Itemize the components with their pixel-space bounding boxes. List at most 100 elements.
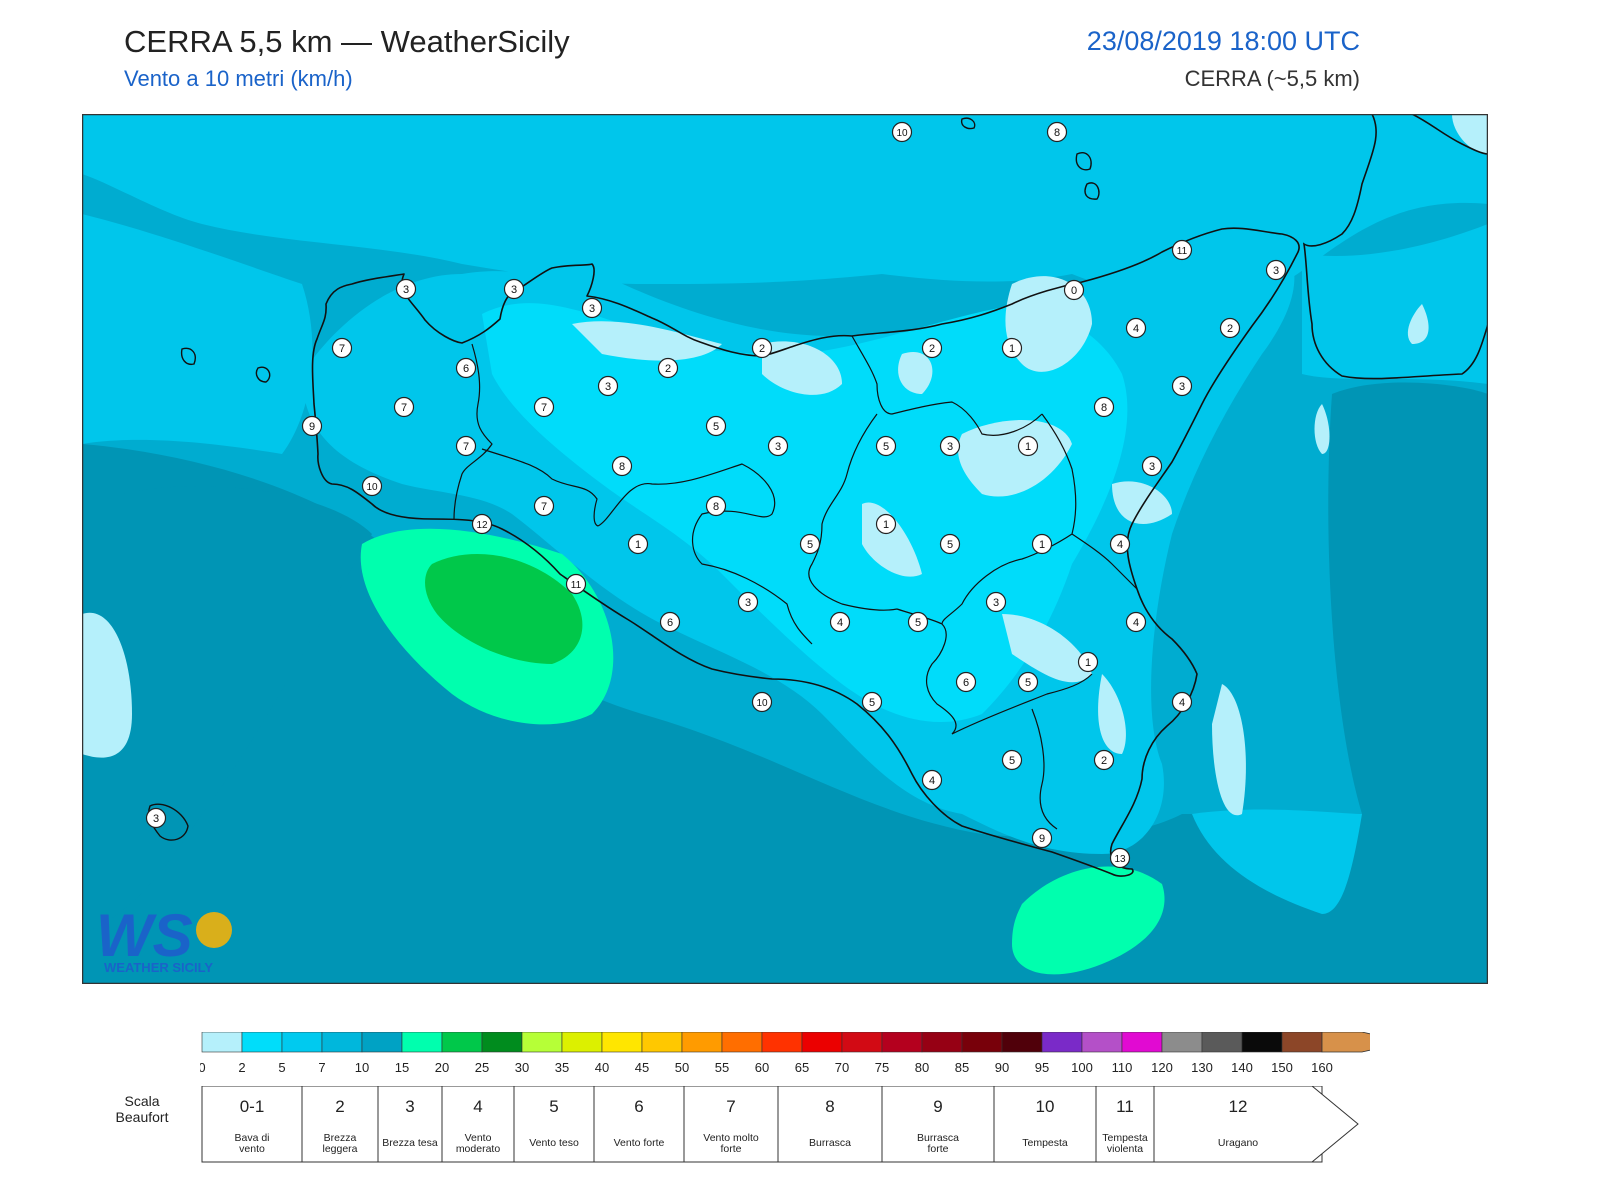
station-marker: 1 [1001, 337, 1023, 359]
station-value: 5 [1025, 677, 1031, 689]
beaufort-axis-label-1: Scala [124, 1093, 159, 1109]
colorbar-tick-label: 90 [995, 1060, 1009, 1075]
colorbar-tick-label: 10 [355, 1060, 369, 1075]
station-marker: 12 [471, 513, 493, 535]
beaufort-number: 3 [405, 1097, 414, 1116]
colorbar-cell [1001, 1032, 1043, 1053]
station-value: 1 [1039, 539, 1045, 551]
beaufort-description: Burrasca [809, 1137, 851, 1149]
station-value: 3 [153, 813, 159, 825]
station-value: 8 [713, 501, 719, 513]
colorbar-cell [961, 1032, 1003, 1053]
station-marker: 5 [1017, 671, 1039, 693]
station-marker: 0 [1063, 279, 1085, 301]
station-value: 2 [1227, 323, 1233, 335]
beaufort-description: Vento [465, 1132, 492, 1144]
station-value: 0 [1071, 285, 1077, 297]
station-marker: 5 [861, 691, 883, 713]
station-marker: 3 [1265, 259, 1287, 281]
island-egadi [180, 347, 271, 383]
colorbar-cell [681, 1032, 723, 1053]
colorbar-tick-label: 140 [1231, 1060, 1253, 1075]
station-marker: 5 [875, 435, 897, 457]
map-title: CERRA 5,5 km — WeatherSicily [124, 24, 570, 59]
land-light-field [482, 303, 1128, 723]
station-value: 1 [1025, 441, 1031, 453]
station-value: 5 [807, 539, 813, 551]
station-marker: 7 [533, 396, 555, 418]
beaufort-description: forte [927, 1143, 948, 1155]
station-marker: 1 [1077, 651, 1099, 673]
beaufort-description: Brezza [324, 1132, 357, 1144]
calabria-coastline [1302, 114, 1488, 380]
station-value: 5 [1009, 755, 1015, 767]
station-marker: 7 [393, 396, 415, 418]
colorbar-tick-label: 70 [835, 1060, 849, 1075]
colorbar-tick-label: 120 [1151, 1060, 1173, 1075]
station-value: 3 [403, 284, 409, 296]
colorbar-cell [201, 1032, 243, 1053]
beaufort-number: 4 [473, 1097, 482, 1116]
station-marker: 6 [955, 671, 977, 693]
colorbar-tick-label: 150 [1271, 1060, 1293, 1075]
station-marker: 11 [1171, 239, 1193, 261]
beaufort-number: 5 [549, 1097, 558, 1116]
station-marker: 10 [751, 691, 773, 713]
colorbar-cell [401, 1032, 443, 1053]
beaufort-level: 3 Brezza tesa [377, 1086, 443, 1163]
station-marker: 4 [1171, 691, 1193, 713]
colorbar-cell [1321, 1032, 1370, 1053]
station-value: 3 [511, 284, 517, 296]
station-value: 5 [869, 697, 875, 709]
colorbar-tick-label: 45 [635, 1060, 649, 1075]
colorbar-tick-label: 15 [395, 1060, 409, 1075]
weathersicily-logo: WS WEATHER SICILY [96, 902, 246, 981]
sea-light-east [1302, 224, 1488, 384]
station-value: 2 [665, 363, 671, 375]
beaufort-description: Tempesta [1102, 1132, 1148, 1144]
station-marker: 8 [1046, 121, 1068, 143]
colorbar-cell [761, 1032, 803, 1053]
station-value: 3 [605, 381, 611, 393]
colorbar-cell [281, 1032, 323, 1053]
station-marker: 8 [1093, 396, 1115, 418]
sea-band-south [82, 444, 1488, 984]
station-marker: 4 [1125, 611, 1147, 633]
station-value: 7 [541, 501, 547, 513]
wind-colorbar: 0 2 5 7 10 15 20 25 30 35 40 45 50 55 60 65 70 75 80 85 90 95… [200, 1032, 1370, 1075]
beaufort-description: leggera [322, 1143, 357, 1155]
colorbar-tick-label: 130 [1191, 1060, 1213, 1075]
station-value: 4 [1117, 539, 1123, 551]
colorbar-cell [601, 1032, 643, 1053]
station-value: 4 [837, 617, 843, 629]
station-marker: 1 [1017, 435, 1039, 457]
colorbar-tick-label: 65 [795, 1060, 809, 1075]
station-value: 6 [463, 363, 469, 375]
beaufort-level: 8 Burrasca [777, 1086, 883, 1163]
station-marker: 10 [891, 121, 913, 143]
station-marker: 5 [1001, 749, 1023, 771]
station-value: 5 [883, 441, 889, 453]
station-marker: 3 [985, 591, 1007, 613]
station-value: 3 [1179, 381, 1185, 393]
beaufort-number: 2 [335, 1097, 344, 1116]
logo-text: WEATHER SICILY [104, 960, 213, 975]
station-value: 7 [463, 441, 469, 453]
station-value: 6 [963, 677, 969, 689]
station-value: 8 [619, 461, 625, 473]
station-marker: 1 [627, 533, 649, 555]
colorbar-cell [1281, 1032, 1323, 1053]
colorbar-cell [1241, 1032, 1283, 1053]
sea-band-ionian [1328, 382, 1488, 814]
station-value: 5 [713, 421, 719, 433]
station-marker: 9 [1031, 827, 1053, 849]
station-marker: 5 [907, 611, 929, 633]
station-marker: 3 [1141, 455, 1163, 477]
station-marker: 5 [939, 533, 961, 555]
beaufort-level: 5 Vento teso [513, 1086, 595, 1163]
beaufort-description: Vento forte [614, 1137, 665, 1149]
